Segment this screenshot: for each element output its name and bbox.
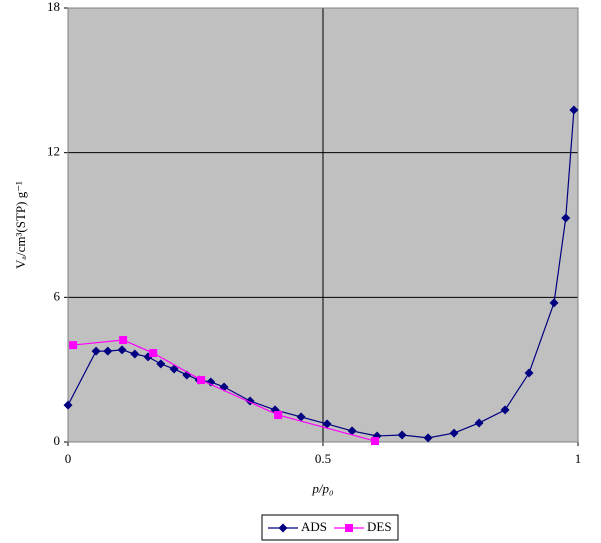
legend-label: ADS — [301, 519, 327, 534]
marker — [397, 430, 407, 440]
marker — [69, 341, 78, 350]
marker — [561, 213, 571, 223]
marker — [119, 336, 128, 345]
y-tick-label: 12 — [47, 144, 60, 159]
marker — [149, 349, 158, 358]
marker — [197, 376, 206, 385]
marker — [63, 400, 73, 410]
marker — [371, 437, 380, 446]
y-tick-label: 0 — [54, 433, 61, 448]
marker — [130, 349, 140, 359]
marker — [322, 419, 332, 429]
legend-label: DES — [367, 519, 392, 534]
plot-border — [67, 7, 579, 443]
marker — [474, 418, 484, 428]
y-tick-label: 18 — [47, 0, 60, 14]
series-line — [73, 339, 376, 442]
x-axis-label: p/p₀ — [311, 481, 333, 496]
marker — [449, 428, 459, 438]
marker — [549, 298, 559, 308]
marker — [91, 346, 101, 356]
x-tick-label: 1 — [575, 451, 582, 466]
marker — [500, 405, 510, 415]
marker — [524, 368, 534, 378]
marker — [117, 345, 127, 355]
marker — [206, 377, 216, 387]
x-tick-label: 0 — [65, 451, 72, 466]
marker — [296, 412, 306, 422]
marker — [103, 346, 113, 356]
marker — [278, 523, 288, 533]
x-tick-label: 0.5 — [315, 451, 331, 466]
marker — [156, 359, 166, 369]
legend: ADS DES — [261, 514, 399, 541]
y-axis-label: Vₐ/cm³(STP) g⁻¹ — [13, 181, 28, 269]
y-tick-label: 6 — [54, 288, 61, 303]
marker — [274, 410, 283, 419]
marker — [347, 426, 357, 436]
marker — [423, 433, 433, 443]
marker — [345, 524, 353, 532]
marker — [569, 105, 579, 115]
